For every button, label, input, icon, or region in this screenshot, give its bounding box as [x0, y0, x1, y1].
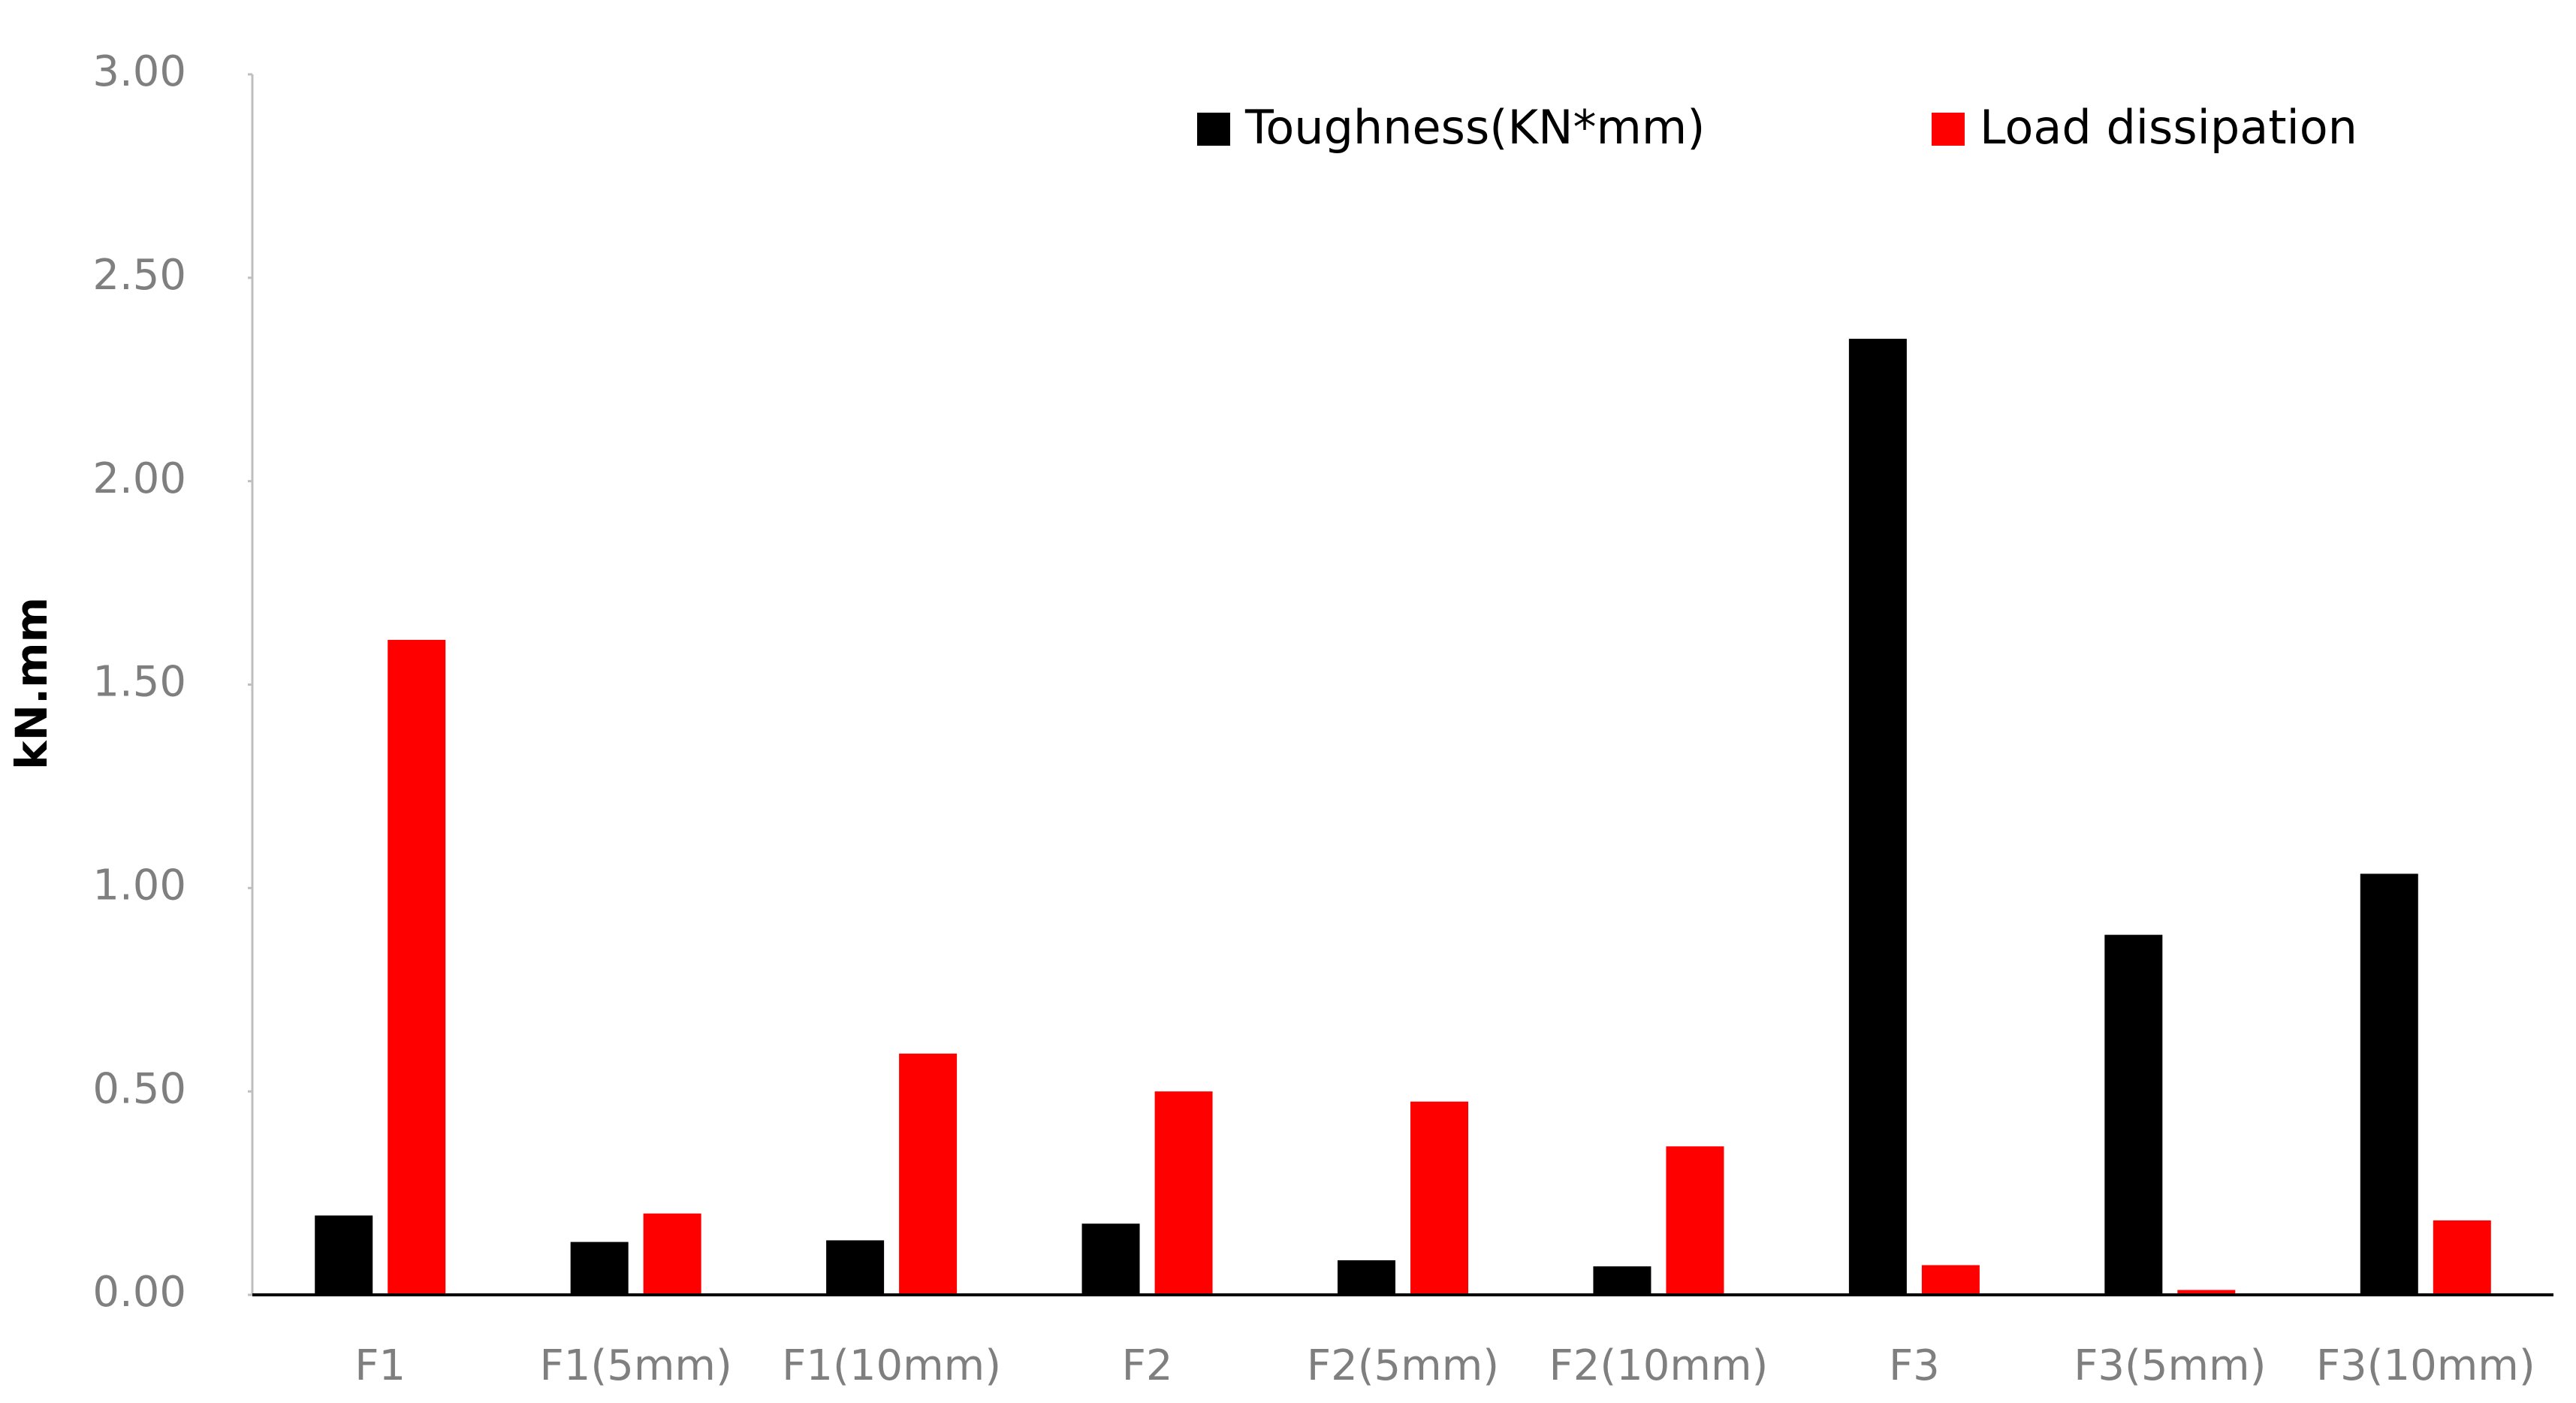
x-tick-label: F1 [354, 1341, 406, 1390]
y-axis-label: kN.mm [6, 597, 57, 770]
bar [2177, 1290, 2236, 1295]
bar [643, 1213, 701, 1295]
bar [826, 1240, 885, 1295]
bar [2104, 934, 2163, 1295]
y-tick-label: 3.00 [92, 47, 186, 96]
bar [1848, 339, 1907, 1295]
bar [1154, 1091, 1213, 1295]
legend-label: Load dissipation [1980, 100, 2357, 155]
bar [570, 1242, 629, 1295]
x-tick-label: F2(5mm) [1307, 1341, 1499, 1390]
x-tick-label: F2 [1122, 1341, 1173, 1390]
bar [2360, 873, 2418, 1295]
x-tick-label: F1(10mm) [782, 1341, 1001, 1390]
bar [1410, 1101, 1468, 1295]
bar [899, 1053, 958, 1295]
x-tick-label: F3(5mm) [2074, 1341, 2266, 1390]
legend-label: Toughness(KN*mm) [1244, 100, 1705, 155]
legend-swatch [1197, 113, 1230, 146]
bar [1338, 1260, 1395, 1295]
bar [1921, 1265, 1980, 1295]
y-tick-label: 2.00 [92, 454, 186, 503]
x-tick-label: F3(10mm) [2316, 1341, 2535, 1390]
x-tick-label: F1(5mm) [540, 1341, 732, 1390]
bar [315, 1215, 373, 1295]
y-tick-label: 1.50 [92, 658, 186, 707]
y-tick-label: 0.00 [92, 1268, 186, 1317]
y-tick-label: 0.50 [92, 1064, 186, 1113]
bar [1666, 1146, 1724, 1295]
bar [1593, 1266, 1651, 1295]
bar [2433, 1220, 2491, 1295]
legend-swatch [1932, 113, 1965, 146]
x-tick-label: F2(10mm) [1549, 1341, 1768, 1390]
y-tick-label: 2.50 [92, 251, 186, 300]
bar [1081, 1223, 1140, 1295]
y-tick-label: 1.00 [92, 861, 186, 910]
x-tick-label: F3 [1889, 1341, 1940, 1390]
bar [388, 639, 446, 1295]
